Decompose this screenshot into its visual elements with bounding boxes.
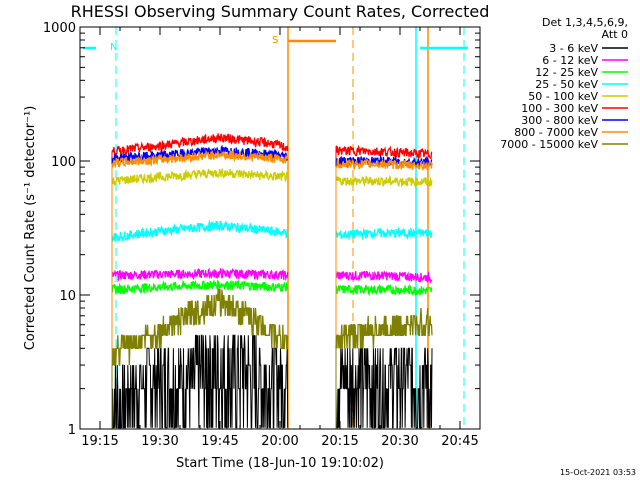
x-axis-label: Start Time (18-Jun-10 19:10:02) (176, 456, 384, 471)
series-line-9 (335, 307, 433, 349)
series-line-6 (111, 133, 289, 158)
legend-entry-label: 50 - 100 keV (528, 90, 598, 103)
legend-entry-label: 6 - 12 keV (542, 54, 598, 67)
x-tick-label: 19:45 (201, 434, 238, 449)
legend-entry-label: 100 - 300 keV (521, 102, 598, 115)
legend-entry-label: 25 - 50 keV (535, 78, 598, 91)
series-line-4 (111, 219, 289, 242)
legend-entry-label: 12 - 25 keV (535, 66, 598, 79)
series-line-8 (335, 157, 433, 172)
legend-entry-label: 800 - 7000 keV (514, 126, 598, 139)
series-line-2 (111, 267, 289, 283)
series-line-9 (111, 288, 289, 366)
y-tick-label: 10 (59, 289, 76, 304)
y-tick-label: 1 (68, 423, 76, 438)
series-line-3 (335, 283, 433, 298)
axes: 19:15 19:30 19:45 20:00 20:15 20:30 20:45 1 10 10… (43, 21, 481, 449)
series-line-5 (335, 175, 433, 189)
series-line-3 (111, 278, 289, 295)
x-tick-label: 20:15 (321, 434, 358, 449)
series-line-1 (335, 347, 433, 429)
y-tick-label: 1000 (43, 21, 76, 36)
x-tick-label: 20:45 (441, 434, 478, 449)
x-tick-label: 19:30 (141, 434, 178, 449)
y-axis-label: Corrected Count Rate (s⁻¹ detector⁻¹) (23, 106, 38, 351)
series-line-5 (111, 168, 289, 186)
series-line-1 (111, 334, 289, 429)
footer-date: 15-Oct-2021 03:53 (560, 468, 636, 477)
series-line-8 (111, 149, 289, 169)
chart-title: RHESSI Observing Summary Count Rates, Co… (71, 2, 490, 21)
series-line-4 (335, 226, 433, 241)
plot-area: NS (83, 27, 468, 429)
legend-entry-label: 7000 - 15000 keV (500, 138, 598, 151)
x-tick-label: 19:15 (81, 434, 118, 449)
legend-header-line2: Att 0 (602, 28, 628, 41)
x-tick-label: 20:30 (381, 434, 418, 449)
x-tick-label: 20:00 (261, 434, 298, 449)
legend-entry-label: 3 - 6 keV (549, 42, 598, 55)
series-line-2 (335, 270, 433, 284)
flag-label-n: N (110, 42, 117, 53)
legend-header-line1: Det 1,3,4,5,6,9, (542, 16, 628, 29)
series-line-6 (335, 144, 433, 161)
flag-label-s: S (272, 35, 278, 46)
legend-entry-label: 300 - 800 keV (521, 114, 598, 127)
y-tick-label: 100 (51, 155, 76, 170)
